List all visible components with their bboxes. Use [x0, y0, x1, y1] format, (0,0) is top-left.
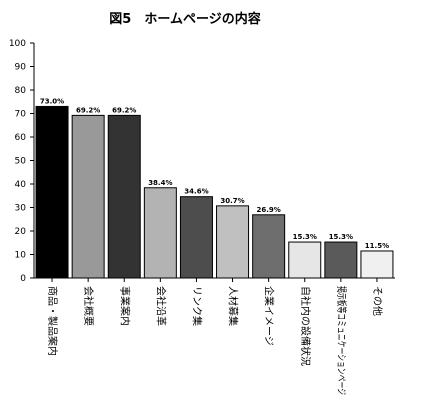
- bar: [360, 250, 394, 279]
- bar: [35, 105, 69, 279]
- category-label: 人材募集: [227, 286, 240, 326]
- category-label: 会社沿革: [154, 286, 167, 326]
- category-label: 企業イメージ: [263, 286, 276, 346]
- bar: [143, 187, 177, 279]
- data-label: 34.6%: [184, 188, 208, 196]
- data-label: 15.3%: [293, 233, 317, 241]
- data-label: 11.5%: [365, 242, 389, 250]
- y-tick-label: 60: [15, 133, 27, 143]
- bar: [324, 241, 358, 279]
- bars: [35, 105, 394, 279]
- category-label: 自社内の設備状況: [299, 286, 312, 366]
- y-tick-label: 40: [15, 180, 27, 190]
- data-label: 73.0%: [40, 97, 64, 105]
- y-tick-label: 90: [15, 63, 27, 73]
- y-tick-label: 50: [15, 157, 27, 167]
- bar: [179, 196, 213, 279]
- bar: [252, 214, 286, 279]
- y-tick-label: 80: [15, 86, 27, 96]
- category-labels: 商品・製品案内 会社概要 事業案内 会社沿革 リンク集 人材募集 企業イメージ 自社内の設備状…: [46, 286, 384, 395]
- category-label: その他: [371, 286, 384, 316]
- y-tick-label: 30: [15, 204, 27, 214]
- data-label: 30.7%: [220, 197, 244, 205]
- bar: [216, 205, 250, 279]
- data-label: 69.2%: [76, 106, 100, 114]
- data-label: 69.2%: [112, 106, 136, 114]
- chart-title: 図5 ホームページの内容: [109, 11, 260, 27]
- y-tick-label: 20: [15, 227, 27, 237]
- category-label: 事業案内: [118, 286, 131, 326]
- bar: [288, 241, 322, 279]
- data-label: 26.9%: [257, 206, 281, 214]
- y-tick-label: 10: [15, 251, 27, 261]
- category-label: 商品・製品案内: [46, 286, 59, 356]
- category-label: 掲示板等コミュニケーションページ: [335, 286, 348, 395]
- bar: [107, 114, 141, 279]
- y-tick-label: 70: [15, 110, 27, 120]
- y-tick-label: 0: [20, 274, 26, 284]
- data-labels: 73.0% 69.2% 69.2% 38.4% 34.6% 30.7% 26.9% 15.3%…: [40, 97, 389, 250]
- data-label: 15.3%: [329, 233, 353, 241]
- y-tick-label: 100: [9, 39, 26, 49]
- category-label: リンク集: [190, 286, 203, 326]
- category-label: 会社概要: [82, 286, 95, 326]
- bar: [71, 114, 105, 279]
- data-label: 38.4%: [148, 179, 172, 187]
